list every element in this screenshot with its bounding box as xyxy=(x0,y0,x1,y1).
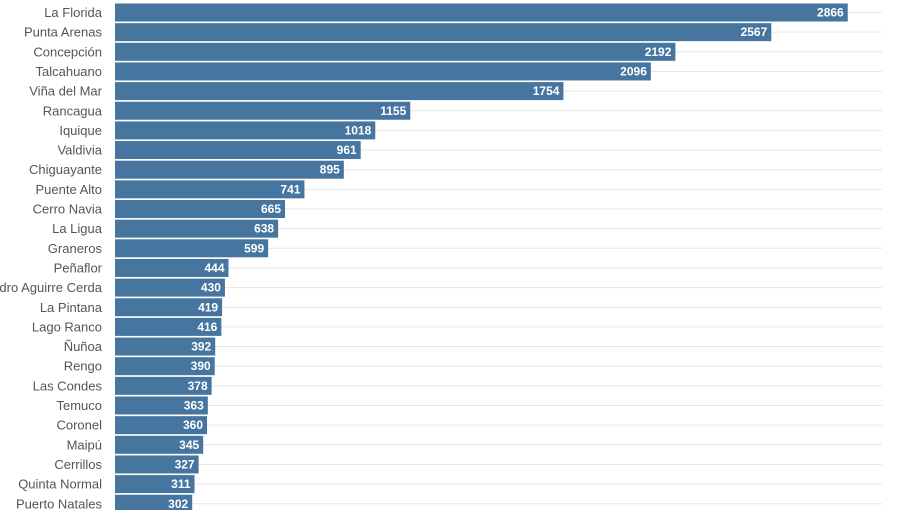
value-label: 2096 xyxy=(620,64,647,78)
bar xyxy=(115,3,848,22)
value-label: 599 xyxy=(244,241,264,255)
value-label: 327 xyxy=(175,457,195,471)
category-label: Rengo xyxy=(64,359,102,374)
bar xyxy=(115,396,208,415)
value-label: 961 xyxy=(337,143,357,157)
category-label: Peñaflor xyxy=(54,260,103,275)
category-label: Puente Alto xyxy=(36,182,103,197)
bar xyxy=(115,160,344,179)
bar xyxy=(115,278,225,297)
value-label: 895 xyxy=(320,163,340,177)
category-label: Chiguayante xyxy=(29,162,102,177)
value-label: 378 xyxy=(188,379,208,393)
bar xyxy=(115,298,223,317)
bar xyxy=(115,337,216,356)
category-label: Punta Arenas xyxy=(24,25,103,40)
value-label: 360 xyxy=(183,418,203,432)
value-label: 1754 xyxy=(533,84,560,98)
category-label: Iquique xyxy=(59,123,102,138)
bar xyxy=(115,455,199,474)
value-label: 2567 xyxy=(741,25,768,39)
value-label: 416 xyxy=(197,320,217,334)
category-label: Cerro Navia xyxy=(33,202,103,217)
category-label: Viña del Mar xyxy=(29,84,102,99)
value-label: 2866 xyxy=(817,6,844,20)
category-label: Temuco xyxy=(56,398,102,413)
category-label: Coronel xyxy=(56,418,102,433)
value-label: 392 xyxy=(191,340,211,354)
bar xyxy=(115,121,376,140)
category-label: Quinta Normal xyxy=(18,477,102,492)
category-label: Concepción xyxy=(33,44,102,59)
value-label: 419 xyxy=(198,300,218,314)
bar xyxy=(115,101,411,120)
bar xyxy=(115,62,651,81)
category-label: Las Condes xyxy=(33,378,103,393)
category-label: Maipú xyxy=(67,437,102,452)
value-label: 302 xyxy=(168,497,188,510)
category-label: Cerrillos xyxy=(54,457,102,472)
category-label: Talcahuano xyxy=(36,64,103,79)
category-label: Rancagua xyxy=(43,103,103,118)
value-labels: 2866 2567 2192 2096 1754 1155 1018 961 895 741 665… xyxy=(168,6,844,510)
bar xyxy=(115,357,215,376)
bar xyxy=(115,317,222,336)
bar xyxy=(115,200,286,218)
category-label: Pedro Aguirre Cerda xyxy=(0,280,103,295)
bar xyxy=(115,23,772,42)
bar xyxy=(115,180,305,199)
category-label: Puerto Natales xyxy=(16,496,102,510)
category-label: Graneros xyxy=(48,241,103,256)
value-label: 345 xyxy=(179,438,199,452)
bar xyxy=(115,239,269,258)
value-label: 363 xyxy=(184,399,204,413)
category-label: Valdivia xyxy=(57,143,102,158)
category-labels: La Florida Punta Arenas Concepción Talcahua… xyxy=(0,5,103,510)
bar xyxy=(115,258,229,277)
category-label: La Florida xyxy=(44,5,103,20)
bar xyxy=(115,42,676,61)
category-label: Ñuñoa xyxy=(64,339,103,354)
bar xyxy=(115,82,564,101)
bar xyxy=(115,141,361,160)
bars xyxy=(115,3,848,510)
category-label: Lago Ranco xyxy=(32,319,102,334)
bar xyxy=(115,435,204,454)
value-label: 444 xyxy=(204,261,224,275)
value-label: 741 xyxy=(280,182,300,196)
value-label: 430 xyxy=(201,281,221,295)
value-label: 311 xyxy=(171,477,191,491)
value-label: 1018 xyxy=(345,123,372,137)
value-label: 2192 xyxy=(645,45,672,59)
value-label: 1155 xyxy=(380,104,406,118)
bar xyxy=(115,376,212,395)
value-label: 665 xyxy=(261,202,281,216)
bar xyxy=(115,416,208,435)
value-label: 638 xyxy=(254,222,274,236)
category-label: La Ligua xyxy=(52,221,103,236)
bar xyxy=(115,494,193,510)
bar xyxy=(115,475,195,494)
bar xyxy=(115,219,279,238)
value-label: 390 xyxy=(191,359,211,373)
category-label: La Pintana xyxy=(40,300,103,315)
